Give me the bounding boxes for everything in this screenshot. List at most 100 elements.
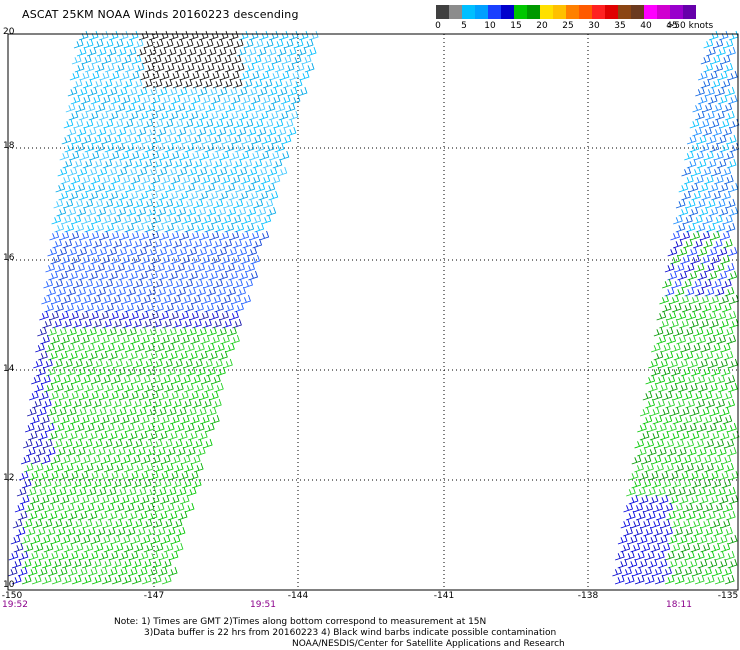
wind-barb — [705, 222, 716, 233]
wind-barb — [226, 126, 237, 137]
wind-barb — [667, 422, 677, 433]
wind-barb — [97, 566, 108, 577]
wind-barb — [702, 102, 713, 113]
wind-barb — [160, 94, 171, 105]
wind-barb — [687, 446, 697, 457]
wind-barb — [670, 342, 681, 353]
wind-barb — [44, 382, 54, 393]
wind-barb — [81, 478, 92, 489]
wind-barb — [83, 198, 94, 209]
wind-barb — [703, 62, 714, 73]
wind-barb — [125, 526, 136, 537]
wind-barb — [707, 246, 718, 257]
wind-barb — [82, 398, 92, 409]
wind-barb — [49, 414, 60, 425]
wind-barb — [51, 574, 62, 585]
wind-barb — [707, 558, 718, 569]
wind-barb — [685, 510, 696, 521]
wind-barb — [135, 446, 146, 457]
wind-barb — [127, 246, 138, 257]
wind-barb — [108, 470, 119, 481]
wind-barb — [197, 166, 208, 177]
wind-barb — [723, 502, 734, 513]
wind-barb — [183, 358, 193, 369]
wind-barb — [303, 38, 314, 49]
wind-barb — [89, 70, 100, 81]
wind-barb — [39, 310, 49, 321]
wind-barb — [710, 254, 720, 265]
wind-barb — [191, 294, 201, 305]
wind-barb — [726, 486, 736, 497]
wind-barb — [675, 398, 686, 409]
wind-barb — [115, 262, 126, 273]
wind-barb — [718, 358, 728, 369]
wind-barb — [218, 190, 229, 201]
wind-barb — [90, 174, 101, 185]
wind-barb — [719, 294, 729, 305]
wind-barb — [692, 278, 702, 289]
wind-barb — [165, 342, 175, 353]
wind-barb — [107, 430, 118, 441]
wind-barb — [209, 390, 219, 401]
wind-barb — [138, 270, 149, 281]
wind-barb — [283, 118, 294, 129]
wind-barb — [67, 326, 77, 337]
wind-barb — [196, 366, 206, 377]
wind-barb — [203, 358, 213, 369]
wind-barb — [131, 214, 142, 225]
wind-barb — [181, 374, 191, 385]
wind-barb — [165, 102, 176, 113]
wind-barb — [131, 574, 142, 585]
wind-barb — [103, 462, 114, 473]
wind-barb — [70, 534, 81, 545]
wind-barb — [133, 198, 144, 209]
wind-barb — [77, 566, 88, 577]
wind-barb — [721, 302, 732, 313]
wind-barb — [58, 270, 69, 281]
wind-barb — [119, 414, 130, 425]
wind-barb — [102, 438, 113, 449]
wind-barb — [108, 350, 118, 361]
wind-barb — [54, 382, 64, 393]
wind-barb — [637, 422, 647, 433]
wind-barb — [240, 94, 251, 105]
wind-barb — [43, 462, 54, 473]
wind-barb — [70, 94, 81, 105]
wind-barb — [69, 310, 79, 321]
wind-barb — [114, 502, 125, 513]
wind-barb — [669, 430, 680, 441]
wind-barb — [234, 62, 245, 73]
wind-barb — [248, 190, 259, 201]
wind-barb — [58, 350, 68, 361]
wind-barb — [100, 94, 111, 105]
wind-barb — [102, 398, 112, 409]
wind-barb — [680, 230, 691, 241]
wind-barb — [133, 358, 143, 369]
wind-barb — [99, 390, 109, 401]
legend-label: 10 — [484, 21, 496, 31]
wind-barb — [114, 222, 125, 233]
wind-barb — [677, 422, 687, 433]
legend-label: 45 — [666, 21, 678, 31]
wind-barb — [710, 542, 721, 553]
wind-barb — [239, 150, 250, 161]
wind-barb — [707, 534, 718, 545]
wind-barb — [682, 414, 693, 425]
wind-barb — [113, 38, 124, 49]
wind-barb — [83, 358, 93, 369]
wind-barb — [674, 286, 685, 297]
wind-barb — [124, 62, 135, 73]
wind-barb — [161, 134, 172, 145]
wind-barb — [192, 398, 202, 409]
wind-barb — [233, 38, 244, 49]
wind-barb — [165, 526, 176, 537]
wind-barb — [151, 294, 161, 305]
wind-barb — [159, 390, 169, 401]
wind-barb — [102, 78, 113, 89]
wind-barb — [707, 422, 717, 433]
wind-barb — [105, 342, 115, 353]
wind-barb — [249, 230, 260, 241]
wind-barb — [697, 534, 708, 545]
wind-barb — [664, 462, 674, 473]
wind-barb — [724, 286, 735, 297]
